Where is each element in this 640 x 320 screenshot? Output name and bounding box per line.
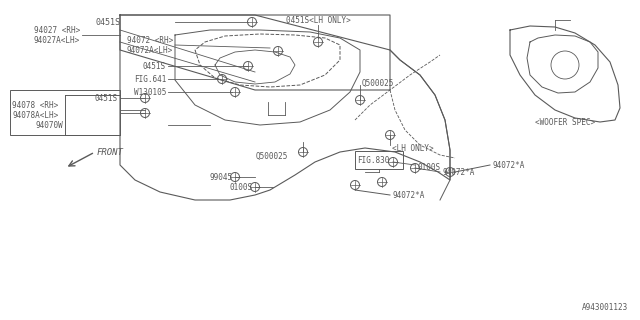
Text: 0451S: 0451S xyxy=(95,18,120,27)
Text: 94072A<LH>: 94072A<LH> xyxy=(127,45,173,54)
Text: <LH ONLY>: <LH ONLY> xyxy=(392,143,434,153)
Text: 94072 <RH>: 94072 <RH> xyxy=(127,36,173,44)
Bar xyxy=(10,90,120,135)
Text: 94078A<LH>: 94078A<LH> xyxy=(12,110,58,119)
Text: 94027 <RH>: 94027 <RH> xyxy=(34,26,80,35)
Text: 0451S<LH ONLY>: 0451S<LH ONLY> xyxy=(285,15,350,25)
Text: FIG.641: FIG.641 xyxy=(134,75,166,84)
Text: W130105: W130105 xyxy=(134,87,166,97)
Text: 94072*A: 94072*A xyxy=(492,161,524,170)
Text: 0100S: 0100S xyxy=(230,182,253,191)
Text: <WOOFER SPEC>: <WOOFER SPEC> xyxy=(535,117,595,126)
Text: 0451S: 0451S xyxy=(95,93,118,102)
Text: 99045: 99045 xyxy=(210,172,233,181)
Text: 94072*A: 94072*A xyxy=(392,190,424,199)
Text: 94078 <RH>: 94078 <RH> xyxy=(12,100,58,109)
Text: Q500025: Q500025 xyxy=(256,151,289,161)
Text: 94027A<LH>: 94027A<LH> xyxy=(34,36,80,44)
Text: 0100S: 0100S xyxy=(417,163,440,172)
Text: FRONT: FRONT xyxy=(97,148,124,156)
Text: 94072*A: 94072*A xyxy=(442,167,474,177)
Bar xyxy=(355,151,403,169)
Text: FIG.830: FIG.830 xyxy=(357,156,389,164)
Text: 94070W: 94070W xyxy=(35,121,63,130)
Text: A943001123: A943001123 xyxy=(582,303,628,312)
Text: Q500025: Q500025 xyxy=(362,78,394,87)
Text: 0451S: 0451S xyxy=(143,61,166,70)
